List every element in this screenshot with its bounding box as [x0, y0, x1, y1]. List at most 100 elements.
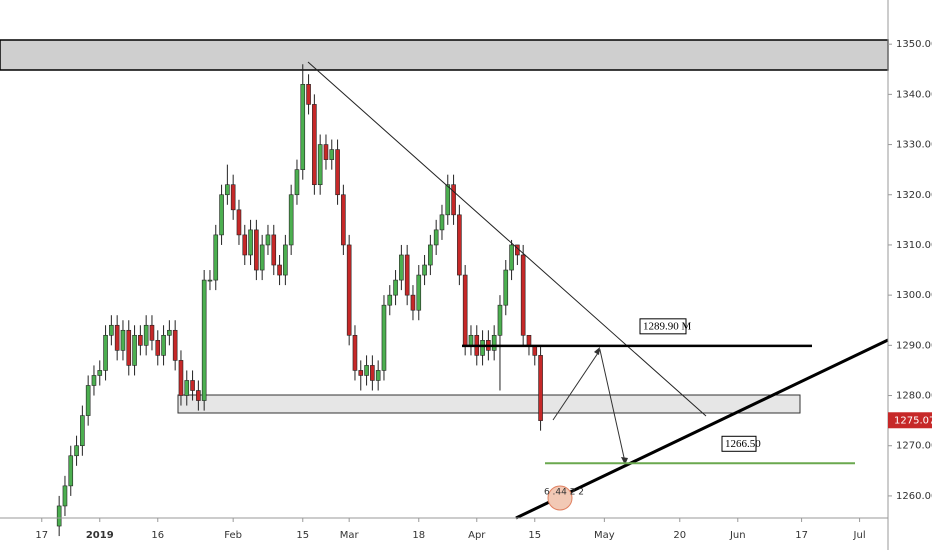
candle-body: [97, 370, 103, 376]
y-tick-label: 1320.00: [896, 190, 932, 201]
y-tick-label: 1280.00: [896, 391, 932, 402]
candle-body: [225, 184, 230, 196]
x-tick-label: Feb: [224, 530, 242, 541]
candle-body: [323, 144, 329, 160]
x-tick-label: Jun: [729, 530, 746, 541]
badge: 6 .44 2 2: [544, 488, 584, 498]
candle-body: [352, 334, 358, 371]
x-tick-label: 20: [673, 530, 686, 541]
candle-body: [277, 264, 282, 276]
x-tick-label: 17: [795, 530, 808, 541]
candle-body: [445, 184, 451, 216]
candle-body: [370, 365, 375, 381]
candle-body: [288, 194, 294, 246]
x-tick-label: Mar: [340, 530, 360, 541]
candle-body: [178, 360, 184, 396]
y-tick-label: 1340.00: [896, 89, 932, 100]
x-tick-label: 15: [296, 530, 309, 541]
level-label-box: [721, 435, 757, 452]
candle-body: [346, 244, 352, 336]
candle-body: [103, 334, 108, 371]
y-tick-label: 1260.00: [896, 491, 932, 502]
candle-body: [509, 244, 514, 271]
candle-body: [114, 324, 120, 351]
candle-body: [364, 365, 369, 376]
x-tick-label: 2019: [86, 530, 114, 541]
candle-body: [422, 264, 427, 276]
projection-arrow: [552, 348, 626, 463]
candle-body: [468, 334, 474, 346]
y-tick-label: 1350.00: [896, 39, 932, 50]
candle-body: [236, 209, 242, 236]
resistance-zone: [0, 39, 889, 71]
trendline: [515, 338, 889, 520]
candle-body: [62, 485, 68, 507]
arrow-head: [594, 347, 600, 355]
candle-body: [317, 144, 323, 186]
candle-body: [80, 415, 85, 447]
candle-body: [375, 370, 381, 381]
trendline: [307, 61, 707, 417]
candle-body: [155, 340, 161, 356]
candle-body: [520, 254, 526, 336]
candle-body: [167, 329, 172, 336]
candle-body: [149, 324, 155, 341]
x-tick-label: 18: [412, 530, 425, 541]
candle-body: [254, 229, 259, 271]
candle-body: [497, 304, 503, 336]
candle-body: [404, 254, 410, 296]
y-tick-label: 1270.00: [896, 441, 932, 452]
x-tick-label: 17: [35, 530, 48, 541]
candle-body: [91, 375, 97, 386]
candle-body: [503, 269, 509, 306]
level-label: 1289.90 M: [643, 320, 692, 332]
candle-body: [358, 370, 364, 376]
level-label: 1266.50: [725, 438, 761, 450]
candle-body: [230, 184, 236, 211]
candle-body: [271, 234, 277, 266]
candle-body: [85, 385, 91, 416]
candle-body: [341, 194, 346, 246]
badge-icon: [547, 485, 573, 511]
x-tick-label: Jul: [853, 530, 866, 541]
drawings: [0, 39, 889, 414]
candle-body: [120, 329, 126, 351]
candle-body: [457, 214, 462, 276]
candle-body: [259, 244, 265, 271]
candle-body: [196, 390, 201, 401]
candle-body: [387, 294, 393, 306]
candle-body: [68, 455, 74, 487]
level-label-box: [639, 318, 687, 335]
candle-body: [538, 355, 543, 421]
candle-body: [399, 254, 404, 281]
candle-body: [190, 380, 195, 391]
x-tick-label: May: [594, 530, 615, 541]
support-zone: [177, 394, 801, 414]
candle-body: [526, 334, 532, 346]
candle-body: [143, 324, 149, 346]
candle-body: [109, 324, 114, 336]
candle-body: [294, 169, 300, 196]
candle-body: [312, 104, 317, 186]
y-tick-label: 1330.00: [896, 140, 932, 151]
y-tick-label: 1290.00: [896, 340, 932, 351]
candle-body: [161, 334, 166, 356]
overlays: [307, 61, 889, 520]
last-price-label: 1275.07: [894, 415, 932, 426]
candle-body: [213, 234, 219, 281]
candle-body: [428, 244, 433, 266]
y-tick-label: 1310.00: [896, 240, 932, 251]
candle-body: [242, 234, 248, 256]
candle-body: [306, 84, 311, 105]
candle-body: [201, 279, 207, 401]
candle-body: [462, 274, 468, 346]
candle-body: [283, 244, 288, 276]
candle-body: [480, 340, 485, 356]
candle-body: [451, 184, 456, 216]
candle-body: [248, 229, 253, 256]
candles: [56, 64, 543, 537]
candle-body: [393, 279, 398, 296]
candle-body: [265, 234, 271, 246]
candle-body: [335, 149, 340, 196]
